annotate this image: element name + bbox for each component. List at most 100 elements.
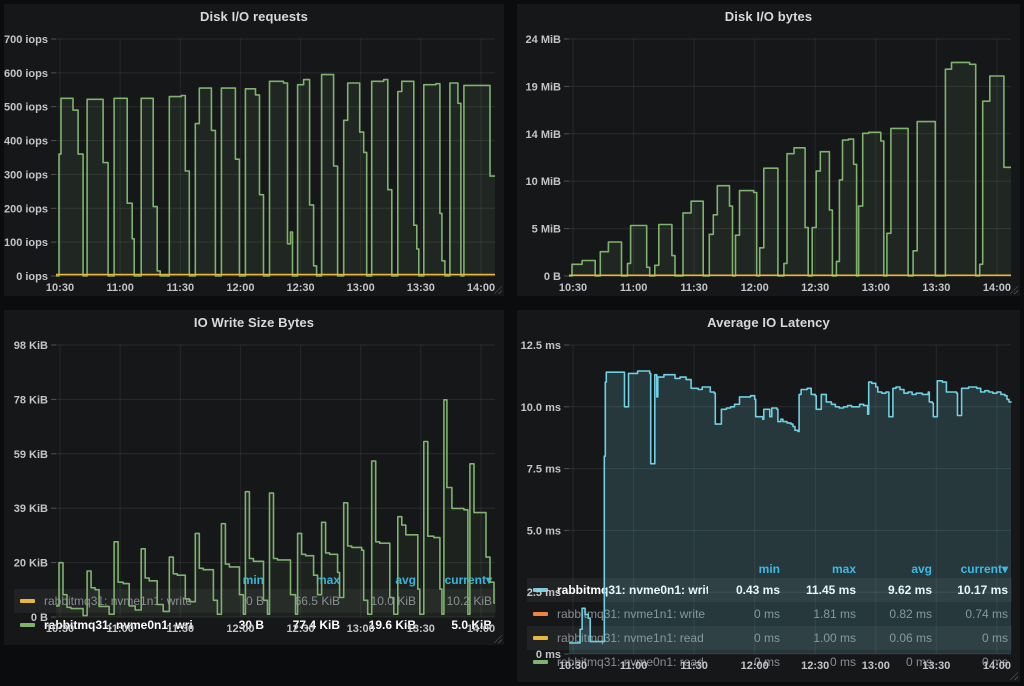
y-tick-label: 0 B — [544, 271, 561, 283]
legend-value-min: 0 ms — [753, 631, 780, 645]
x-tick-label: 11:30 — [680, 660, 708, 672]
x-tick-label: 12:00 — [741, 660, 769, 672]
y-tick-label: 7.5 ms — [527, 464, 561, 476]
legend-value-current: 5.0 KiB — [451, 618, 492, 632]
panel-disk-io-requests: Disk I/O requests 10:30 11:00 11:30 12:00 12… — [4, 4, 504, 296]
legend-value-min: 30 B — [238, 618, 264, 632]
legend-series-label[interactable]: rabbitmq31: nvme1n1: write — [14, 594, 192, 608]
y-tick-label: 0 ms — [536, 649, 561, 661]
x-tick-label: 13:30 — [922, 282, 950, 294]
legend-value-avg: 0.06 ms — [889, 631, 932, 645]
legend-value-max: 1.81 ms — [813, 607, 856, 621]
series-color-swatch-icon[interactable] — [533, 588, 548, 592]
panel-title: Disk I/O bytes — [724, 9, 813, 24]
x-tick-label: 10:30 — [559, 660, 587, 672]
x-tick-label: 13:00 — [347, 282, 375, 294]
legend-row: rabbitmq31: nvme0n1: write 0.43 ms 11.45 m… — [527, 578, 1012, 602]
chart-disk-io-requests[interactable]: 10:30 11:00 11:30 12:00 12:30 13:00 13:30 14:00… — [4, 29, 504, 296]
y-tick-label: 10.0 ms — [521, 402, 561, 414]
legend-value-min: 0.43 ms — [735, 583, 780, 597]
panel-title: IO Write Size Bytes — [193, 315, 315, 330]
series-line — [569, 61, 1011, 277]
panel-resize-handle-icon[interactable] — [1009, 285, 1018, 294]
series-line — [56, 399, 495, 617]
series-color-swatch-icon[interactable] — [20, 623, 35, 627]
x-tick-label: 12:00 — [226, 282, 254, 294]
y-tick-label: 0 B — [31, 612, 48, 624]
x-tick-label: 12:30 — [287, 282, 315, 294]
x-tick-label: 12:30 — [287, 623, 315, 635]
series-color-swatch-icon[interactable] — [533, 636, 548, 640]
y-tick-label: 98 KiB — [14, 340, 48, 352]
panel-io-write-size-bytes: IO Write Size Bytes 10:30 11:00 11:30 12:00… — [4, 310, 504, 645]
chart-svg: 10:30 11:00 11:30 12:00 12:30 13:00 13:30 14:00… — [521, 340, 1012, 672]
y-tick-label: 2.5 ms — [527, 587, 561, 599]
chart-svg: 10:30 11:00 11:30 12:00 12:30 13:00 13:30 14:00… — [526, 34, 1011, 294]
legend-series-label[interactable]: rabbitmq31: nvme0n1: read — [527, 655, 708, 669]
y-tick-label: 100 iops — [4, 237, 48, 249]
legend-value-current: 0.74 ms — [965, 607, 1008, 621]
panel-header[interactable]: Disk I/O requests — [4, 4, 504, 29]
y-tick-label: 0 iops — [16, 271, 48, 283]
chart-io-write-size-bytes[interactable]: 10:30 11:00 11:30 12:00 12:30 13:00 13:30 14:00… — [4, 335, 504, 635]
legend-series-label[interactable]: rabbitmq31: nvme1n1: write — [527, 607, 708, 621]
chart-average-io-latency[interactable]: 10:30 11:00 11:30 12:00 12:30 13:00 13:30 14:00… — [517, 335, 1020, 672]
legend-column-header-avg[interactable]: avg — [395, 572, 416, 587]
panel-header[interactable]: IO Write Size Bytes — [4, 310, 504, 335]
legend-series-name: rabbitmq31: nvme0n1: write — [557, 583, 708, 597]
x-tick-label: 13:30 — [407, 623, 435, 635]
x-tick-label: 12:30 — [801, 282, 829, 294]
legend-series-label[interactable]: rabbitmq31: nvme0n1: write — [527, 583, 708, 597]
legend-series-name: rabbitmq31: nvme1n1: write — [44, 594, 192, 608]
panel-header[interactable]: Average IO Latency — [517, 310, 1020, 335]
y-tick-label: 20 KiB — [14, 558, 48, 570]
legend-column-header-min[interactable]: min — [758, 561, 780, 576]
legend-value-max: 77.4 KiB — [292, 618, 340, 632]
x-tick-label: 13:00 — [347, 623, 375, 635]
legend-header-row: min max avg current▾ — [14, 570, 496, 589]
series-fill — [56, 399, 495, 617]
legend-header-row: min max avg current▾ — [527, 559, 1012, 578]
legend-column-header-current[interactable]: current▾ — [960, 561, 1008, 576]
x-tick-label: 12:30 — [801, 660, 829, 672]
chart-disk-io-bytes[interactable]: 10:30 11:00 11:30 12:00 12:30 13:00 13:30 14:00… — [517, 29, 1020, 296]
series-color-swatch-icon[interactable] — [533, 660, 548, 664]
legend-column-header-avg[interactable]: avg — [911, 561, 932, 576]
legend-column-header-max[interactable]: max — [831, 561, 856, 576]
legend-series-name: rabbitmq31: nvme0n1: write — [44, 618, 192, 632]
panel-resize-handle-icon[interactable] — [493, 634, 502, 643]
y-tick-label: 5.0 ms — [527, 525, 561, 537]
legend-row: rabbitmq31: nvme0n1: read 0 ms 0 ms 0 ms 0 m… — [527, 650, 1012, 674]
y-tick-label: 24 MiB — [526, 34, 562, 46]
series-fill — [569, 62, 1011, 277]
x-tick-label: 13:00 — [862, 282, 890, 294]
x-tick-label: 11:30 — [167, 282, 195, 294]
panel-header[interactable]: Disk I/O bytes — [517, 4, 1020, 29]
legend-value-max: 1.00 ms — [813, 631, 856, 645]
y-tick-label: 78 KiB — [14, 394, 48, 406]
series-color-swatch-icon[interactable] — [533, 612, 548, 616]
x-tick-label: 11:30 — [680, 282, 708, 294]
x-tick-label: 11:30 — [167, 623, 195, 635]
series-line — [56, 73, 495, 277]
panel-resize-handle-icon[interactable] — [1009, 671, 1018, 680]
x-tick-label: 11:00 — [106, 623, 134, 635]
legend-value-current: 0 ms — [981, 631, 1008, 645]
legend-value-avg: 0 ms — [905, 655, 932, 669]
legend-column-header-min[interactable]: min — [242, 572, 264, 587]
y-tick-label: 700 iops — [4, 34, 48, 46]
panel-resize-handle-icon[interactable] — [493, 285, 502, 294]
series-fill — [56, 74, 495, 276]
series-color-swatch-icon[interactable] — [20, 599, 35, 603]
legend-series-label[interactable]: rabbitmq31: nvme0n1: write — [14, 618, 192, 632]
legend-value-max: 0 ms — [829, 655, 856, 669]
y-tick-label: 600 iops — [4, 68, 48, 80]
legend-series-name: rabbitmq31: nvme1n1: write — [557, 607, 706, 621]
x-tick-label: 11:00 — [620, 660, 648, 672]
panel-average-io-latency: Average IO Latency 10:30 11:00 11:30 12:00 1… — [517, 310, 1020, 682]
y-tick-label: 19 MiB — [526, 81, 562, 93]
legend-row: rabbitmq31: nvme1n1: write 0 ms 1.81 ms 0.8… — [527, 602, 1012, 626]
y-tick-label: 500 iops — [4, 102, 48, 114]
y-tick-label: 12.5 ms — [521, 340, 561, 352]
legend-value-max: 11.45 ms — [805, 583, 856, 597]
